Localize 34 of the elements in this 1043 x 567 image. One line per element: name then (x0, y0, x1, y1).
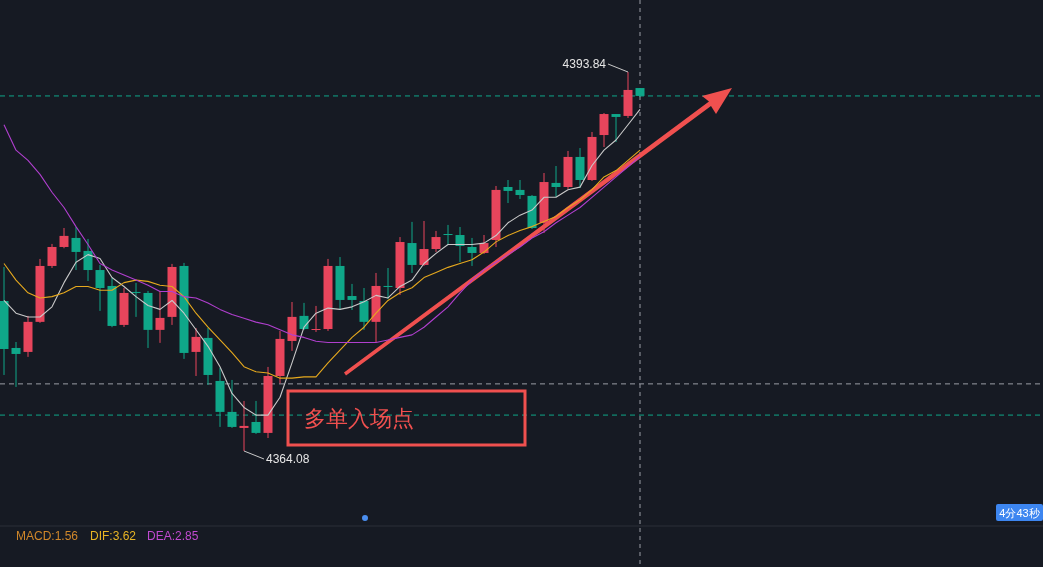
candlestick (383, 267, 393, 300)
candlestick (359, 287, 369, 331)
text: 4分43秒 (999, 506, 1040, 519)
candlestick (71, 226, 81, 271)
candlestick (11, 341, 21, 388)
text: MACD:1.56 (16, 529, 79, 543)
candlestick (191, 327, 201, 377)
candlestick (407, 221, 417, 274)
candlestick (503, 179, 513, 204)
text: 4364.08 (266, 452, 310, 466)
candlestick (515, 179, 525, 200)
text: DIF:3.62 (90, 529, 137, 543)
annotation: 多单入场点 (304, 406, 414, 431)
candlestick (155, 290, 165, 344)
candlestick (239, 400, 249, 452)
text: DEA:2.85 (147, 529, 199, 543)
candlestick (347, 283, 357, 311)
candlestick (419, 220, 429, 267)
candlestick (311, 305, 321, 333)
candlestick (443, 224, 453, 246)
candlestick (47, 243, 57, 269)
candlestick (575, 147, 585, 189)
candlestick (59, 227, 69, 249)
text: 4393.84 (562, 57, 607, 71)
candlestick (131, 282, 141, 318)
candlestick (467, 237, 477, 267)
candlestick (611, 113, 621, 143)
candlestick (251, 400, 261, 435)
candlestick (95, 264, 105, 312)
candlestick (455, 226, 465, 263)
candlestick (83, 238, 93, 282)
candlestick (599, 112, 609, 148)
candlestick (431, 230, 441, 253)
candlestick (551, 165, 561, 198)
